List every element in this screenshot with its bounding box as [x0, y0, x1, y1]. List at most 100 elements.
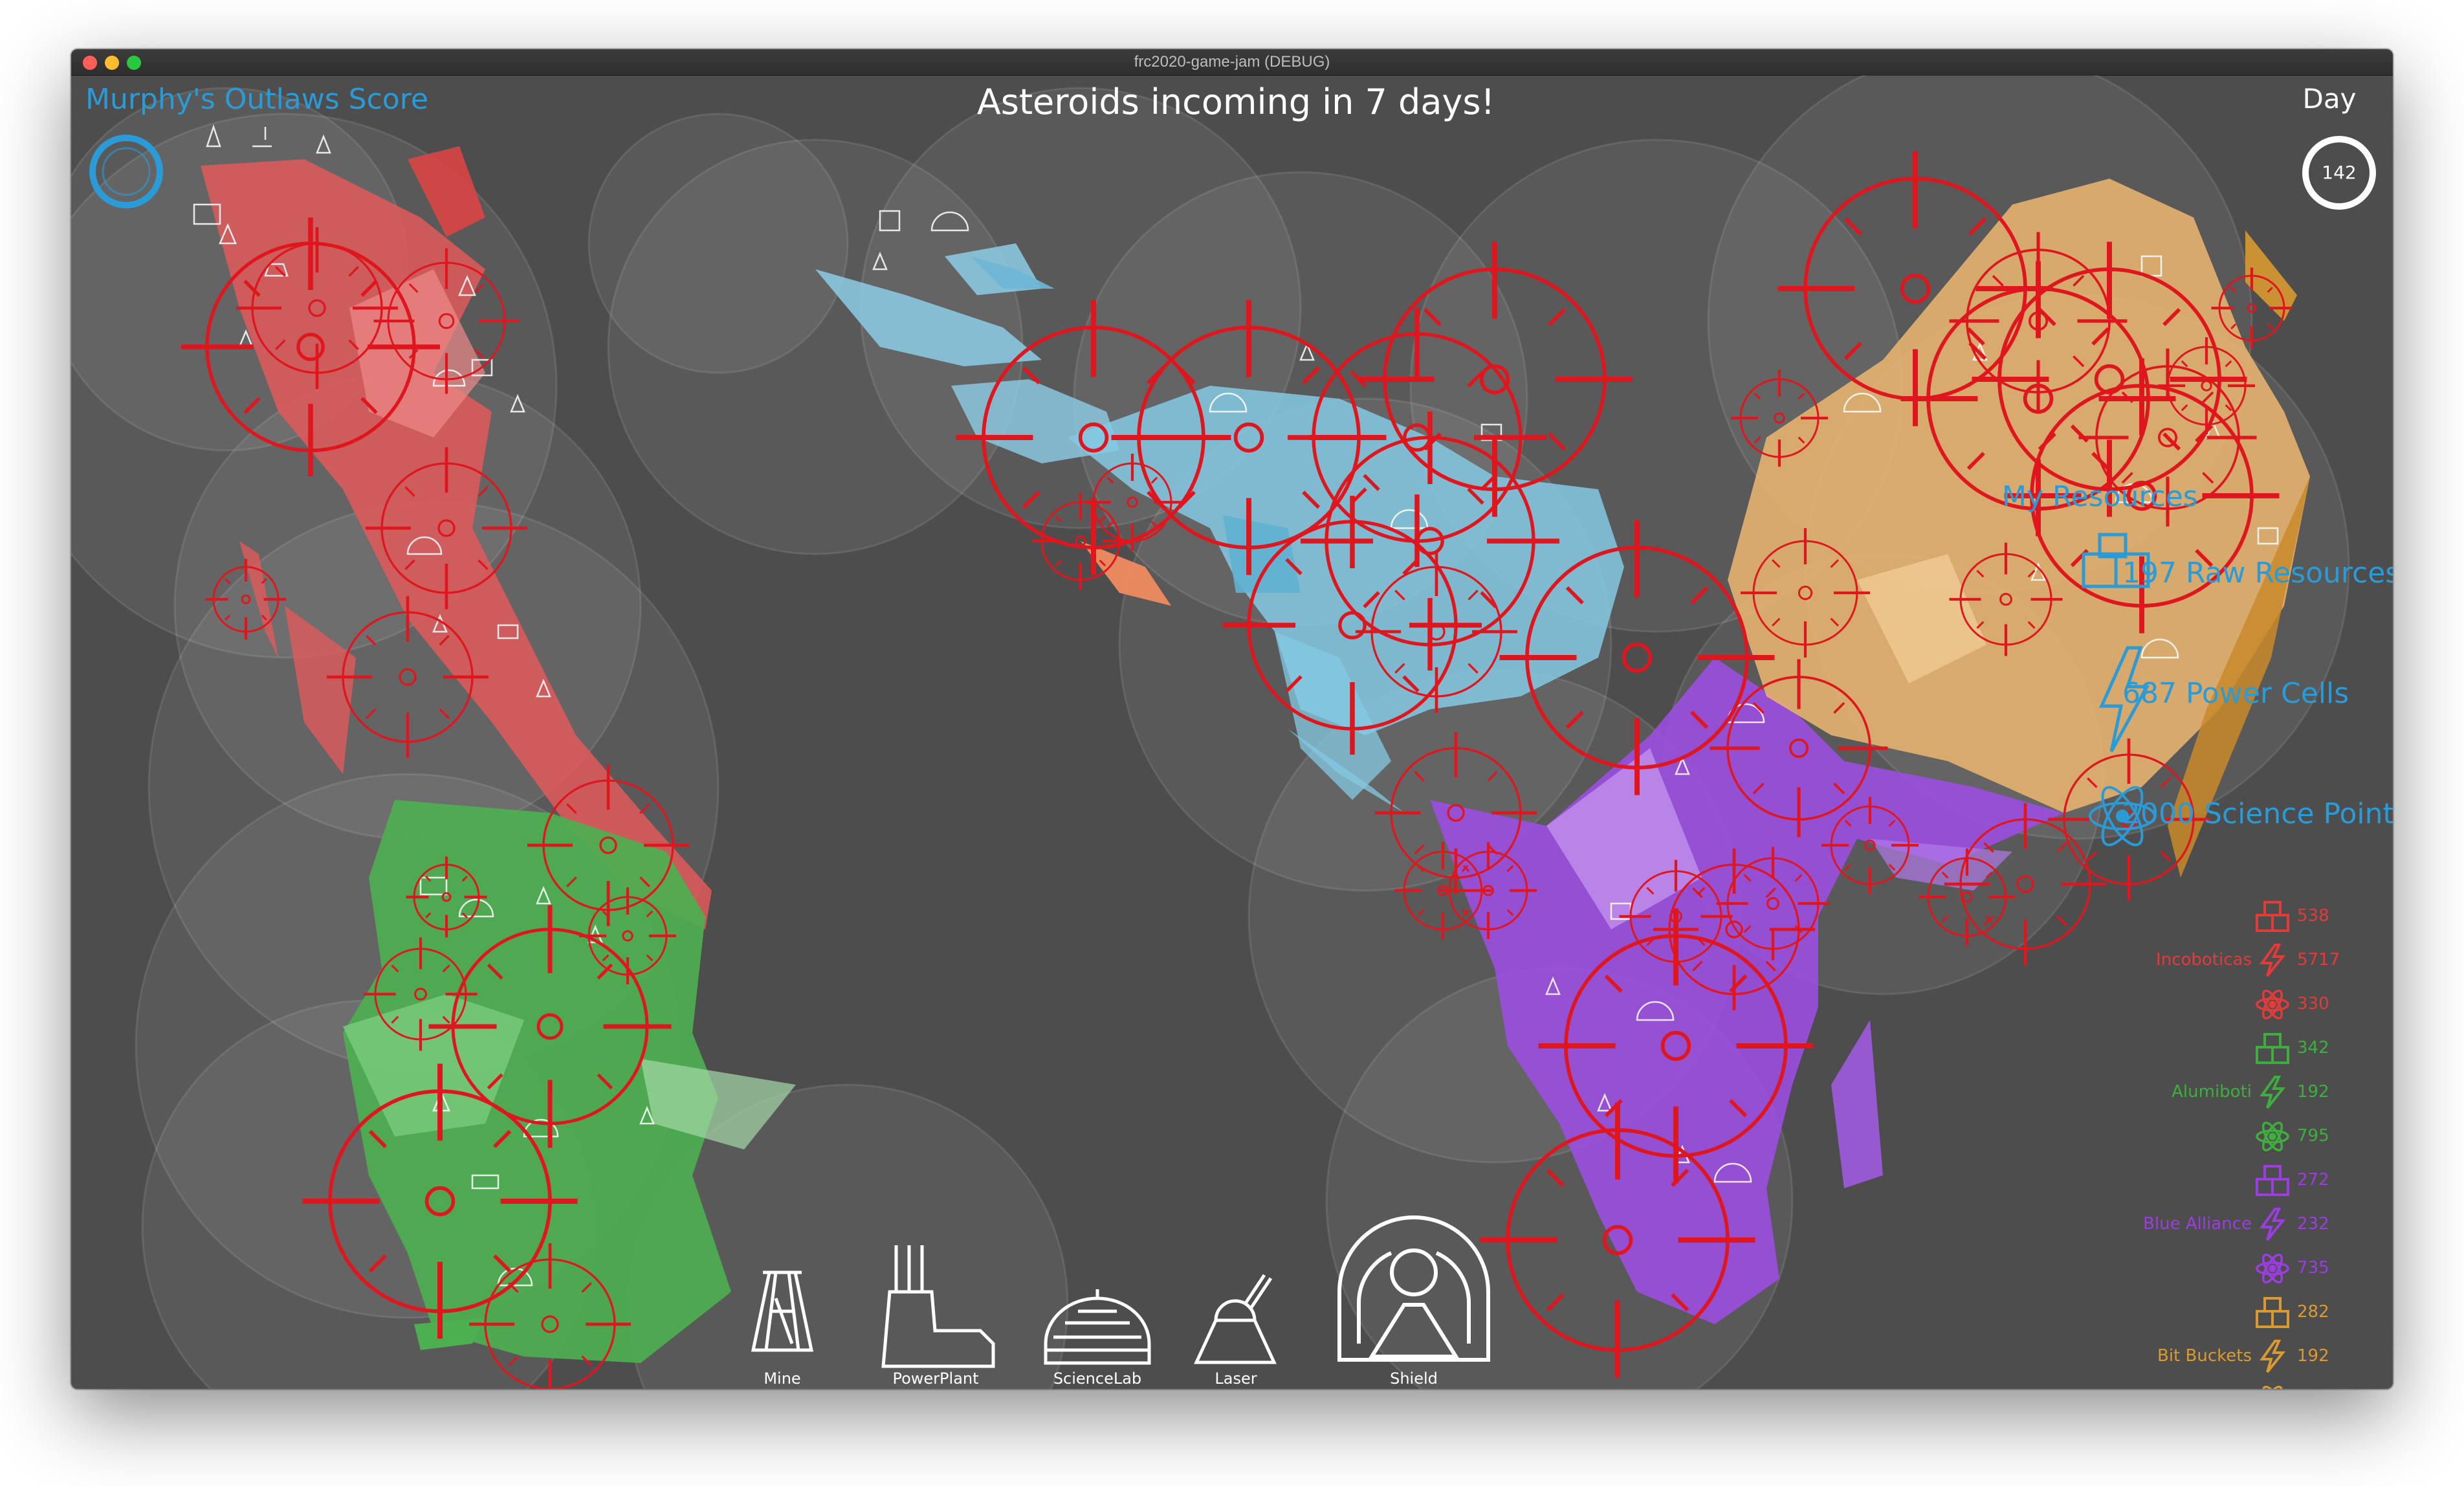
minimize-button[interactable]	[105, 56, 119, 70]
crosshair-icon	[2048, 738, 2210, 900]
team-name: Incoboticas	[2156, 950, 2252, 970]
score-ring	[89, 135, 163, 208]
team-stat-row: 330	[2129, 985, 2362, 1024]
window-title: frc2020-game-jam (DEBUG)	[1134, 53, 1330, 71]
power-icon	[2260, 1076, 2286, 1109]
green-territory	[343, 800, 796, 1363]
team-name: Alumiboti	[2172, 1082, 2252, 1102]
crosshair-icon	[1731, 370, 1828, 467]
team-stat-row: Incoboticas 5717	[2129, 941, 2362, 980]
crosshair-icon	[1710, 659, 1888, 837]
science-icon	[2256, 1253, 2289, 1284]
crosshair-icon	[364, 937, 478, 1051]
laser-label: Laser	[1215, 1370, 1257, 1388]
crosshair-icon	[1032, 493, 1129, 590]
crosshair-icon	[1084, 454, 1181, 551]
team-science-value: 795	[2297, 1126, 2329, 1146]
game-view[interactable]: Murphy's Outlaws Score Asteroids incomin…	[71, 75, 2393, 1389]
crosshair-icon	[579, 887, 676, 984]
crosshair-icon	[2211, 267, 2293, 349]
power-icon	[2260, 1208, 2286, 1241]
science-icon	[2089, 786, 2156, 847]
crosshair-icon	[1394, 842, 1491, 939]
team-name: Blue Alliance	[2143, 1214, 2252, 1234]
science-icon	[2256, 989, 2289, 1020]
crosshair-icon	[1741, 528, 1870, 658]
team-power-value: 192	[2297, 1082, 2329, 1102]
zoom-button[interactable]	[127, 56, 141, 70]
score-label: Murphy's Outlaws Score	[85, 83, 428, 116]
crosshair-icon	[1900, 261, 2176, 537]
crosshair-icon	[302, 1063, 578, 1339]
team-raw-value: 538	[2297, 906, 2329, 926]
crosshair-icon	[236, 227, 398, 389]
crosshair-icon	[2078, 348, 2257, 527]
team-power-value: 192	[2297, 1346, 2329, 1366]
resource-icon	[2082, 533, 2150, 588]
team-stat-row: 282	[2129, 1293, 2362, 1332]
resource-icon	[2256, 1165, 2289, 1196]
crosshair-icon	[428, 905, 672, 1148]
resource-icon	[2256, 1297, 2289, 1328]
crosshair-icon	[1919, 848, 2016, 946]
crosshair-icon	[2004, 358, 2280, 634]
crosshair-icon	[205, 559, 287, 640]
sciencelab-icon[interactable]	[1039, 1285, 1156, 1370]
laser-icon[interactable]	[1187, 1262, 1284, 1366]
power-cells: 687 Power Cells	[2122, 677, 2349, 710]
day-label: Day	[2302, 83, 2357, 115]
crosshair-icon	[1223, 496, 1482, 755]
team-stat-row: 342	[2129, 1029, 2362, 1068]
science-icon	[2261, 1385, 2283, 1389]
team-stat-row: 795	[2129, 1117, 2362, 1156]
crosshair-icon	[1375, 732, 1537, 894]
title-bar: frc2020-game-jam (DEBUG)	[71, 49, 2393, 76]
team-raw-value: 342	[2297, 1038, 2329, 1058]
crosshair-icon	[327, 596, 489, 758]
raw-resources: 197 Raw Resources	[2122, 557, 2393, 590]
team-stat-row: Blue Alliance 232	[2129, 1205, 2362, 1244]
crosshair-icon	[527, 764, 689, 926]
resource-icon	[2256, 1033, 2289, 1064]
team-science-value: 735	[2297, 1258, 2329, 1278]
crosshair-icon	[1716, 847, 1830, 960]
crosshair-icon	[366, 447, 527, 609]
red-territory	[201, 146, 712, 929]
team-stat-row: 272	[2129, 1161, 2362, 1200]
close-button[interactable]	[83, 56, 97, 70]
crosshair-icon	[181, 217, 440, 476]
mine-icon[interactable]	[740, 1259, 824, 1357]
crosshair-icon	[406, 856, 487, 938]
team-power-value: 5717	[2297, 950, 2340, 970]
team-stat-row: Bit Buckets 192	[2129, 1337, 2362, 1376]
power-icon	[2260, 944, 2286, 977]
science-icon	[2256, 1121, 2289, 1152]
power-icon	[2260, 1340, 2286, 1373]
game-map[interactable]	[71, 75, 2393, 1389]
crosshair-icon	[1949, 542, 2063, 656]
team-raw-value: 282	[2297, 1302, 2329, 1322]
sciencelab-label: ScienceLab	[1053, 1370, 1142, 1388]
team-stat-row: 995	[2129, 1381, 2362, 1389]
team-name: Bit Buckets	[2157, 1346, 2252, 1366]
powerplant-icon[interactable]	[874, 1240, 1003, 1370]
power-icon	[2099, 646, 2150, 753]
crosshair-icon	[1499, 520, 1775, 795]
team-power-value: 232	[2297, 1214, 2329, 1234]
resource-icon	[2256, 901, 2289, 932]
blue-territory	[815, 243, 1624, 813]
app-window: frc2020-game-jam (DEBUG)	[71, 49, 2393, 1389]
crosshair-icon	[469, 1243, 631, 1389]
science-points: 2000 Science Points	[2122, 797, 2393, 830]
asteroid-warning: Asteroids incoming in 7 days!	[976, 82, 1495, 122]
crosshair-icon	[1357, 241, 1633, 517]
crosshair-icon	[373, 248, 520, 394]
day-counter: 142	[2302, 136, 2376, 210]
crosshair-icon	[2158, 337, 2255, 434]
team-stat-row: 735	[2129, 1249, 2362, 1288]
team-raw-value: 272	[2297, 1170, 2329, 1190]
crosshair-icon	[1111, 300, 1387, 575]
purple-territory	[1430, 658, 2064, 1324]
shield-icon[interactable]	[1333, 1214, 1495, 1363]
team-stat-row: 538	[2129, 897, 2362, 936]
